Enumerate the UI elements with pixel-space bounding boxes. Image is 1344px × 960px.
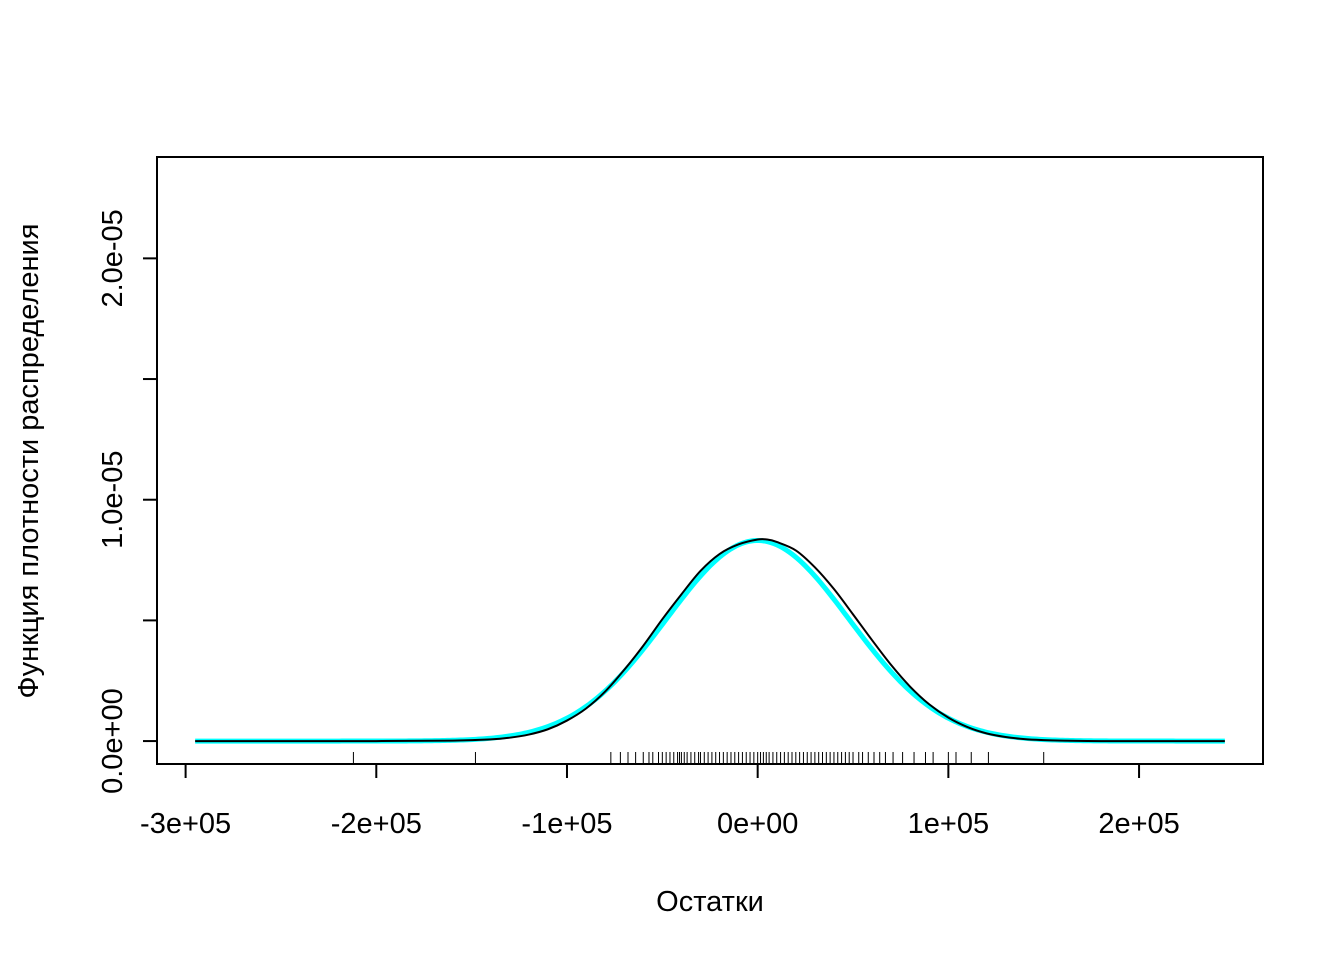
- x-tick-label: -2e+05: [331, 808, 422, 840]
- y-axis: 0.0e+00 1.0e-05 2.0e-05: [97, 209, 158, 794]
- x-tick-label: -1e+05: [521, 808, 612, 840]
- x-axis: -3e+05 -2e+05 -1e+05 0e+00 1e+05 2e+05: [140, 763, 1180, 840]
- y-tick-label: 0.0e+00: [97, 688, 129, 794]
- x-tick-label: 0e+00: [717, 808, 798, 840]
- series-layer: [195, 538, 1225, 744]
- x-tick-label: 2e+05: [1098, 808, 1179, 840]
- x-tick-label: -3e+05: [140, 808, 231, 840]
- y-tick-label: 2.0e-05: [97, 209, 129, 307]
- x-tick-label: 1e+05: [908, 808, 989, 840]
- kernel-density-line: [195, 538, 1225, 743]
- rug-layer: [352, 752, 1045, 763]
- x-axis-label: Остатки: [656, 886, 764, 918]
- y-axis-label: Функция плотности распределения: [13, 224, 45, 699]
- y-tick-label: 1.0e-05: [97, 451, 129, 549]
